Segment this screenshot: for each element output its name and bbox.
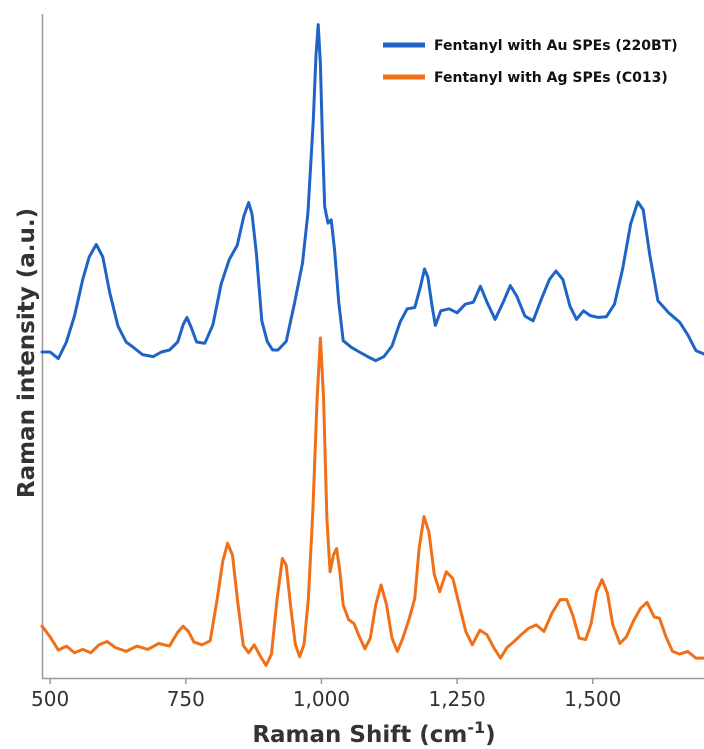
x-axis-title-main: Raman Shift (cm bbox=[252, 722, 467, 748]
legend-label-ag: Fentanyl with Ag SPEs (C013) bbox=[434, 70, 668, 86]
x-axis-title: Raman Shift (cm-1) bbox=[252, 718, 495, 748]
legend: Fentanyl with Au SPEs (220BT) Fentanyl w… bbox=[383, 38, 678, 86]
x-tick-label: 500 bbox=[31, 687, 69, 711]
x-axis-title-superscript: -1 bbox=[467, 718, 485, 737]
x-tick-label: 1,500 bbox=[564, 687, 621, 711]
series-line-au bbox=[40, 23, 704, 363]
series-line-ag bbox=[40, 336, 704, 667]
x-axis-title-suffix: ) bbox=[485, 722, 496, 748]
x-tick-label: 1,000 bbox=[293, 687, 350, 711]
plot-layer bbox=[40, 23, 704, 667]
x-tick-label: 1,250 bbox=[428, 687, 485, 711]
legend-label-au: Fentanyl with Au SPEs (220BT) bbox=[434, 38, 678, 54]
x-tick-label: 750 bbox=[167, 687, 205, 711]
x-ticks: 500 750 1,000 1,250 1,500 bbox=[31, 678, 621, 711]
y-axis-title: Raman intensity (a.u.) bbox=[14, 208, 40, 498]
